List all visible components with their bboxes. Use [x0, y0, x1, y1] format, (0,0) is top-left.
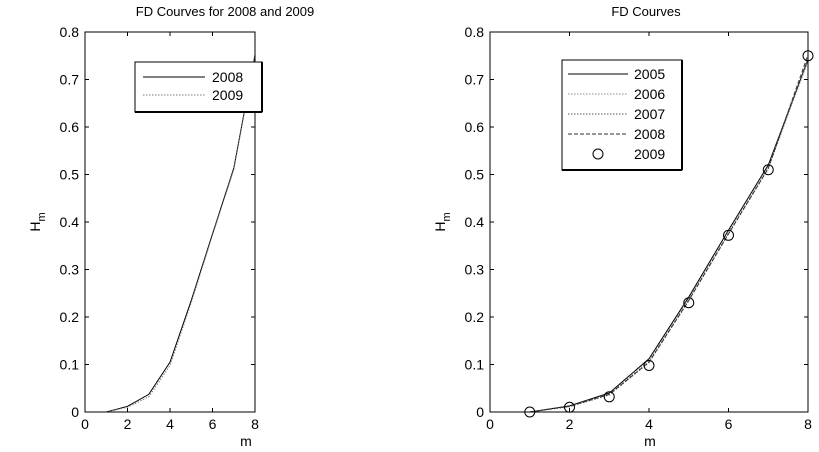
chart-left-xtick-label: 6	[209, 416, 217, 432]
chart-right-ytick-label: 0.1	[465, 357, 485, 373]
chart-right-ylabel-group: Hm	[432, 212, 453, 231]
chart-left-ytick-label: 0.1	[60, 357, 80, 373]
chart-right-legend-box	[561, 59, 683, 171]
chart-left-ylabel-subscript: m	[36, 212, 48, 221]
chart-left-ylabel-group: Hm	[27, 212, 48, 231]
series-line-2008	[529, 54, 809, 413]
series-line-2006	[529, 61, 809, 413]
chart-left-ylabel: H	[27, 222, 43, 232]
chart-right-xtick-label: 4	[645, 416, 653, 432]
chart-right-ytick-label: 0.3	[465, 262, 485, 278]
chart-left-ytick-label: 0.4	[60, 214, 80, 230]
chart-left-ytick-label: 0.5	[60, 167, 80, 183]
data-point-2009	[643, 359, 655, 371]
legend-label-2007: 2007	[634, 106, 665, 122]
legend-label-2006: 2006	[634, 86, 665, 102]
chart-right-ytick-label: 0.2	[465, 309, 485, 325]
chart-right-ytick-label: 0.6	[465, 119, 485, 135]
chart-left-ytick-label: 0.6	[60, 119, 80, 135]
chart-left-ytick-label: 0	[71, 404, 79, 420]
chart-left-legend-box	[134, 61, 263, 113]
chart-left-xtick-label: 0	[81, 416, 89, 432]
chart-right: FD Courves m Hm 0 2 4 6 8 0 0.1 0.2 0.3 0.4 0.5 0.6…	[432, 4, 814, 449]
chart-right-xtick-label: 0	[486, 416, 494, 432]
legend-label-2008: 2008	[212, 69, 243, 85]
chart-left-ytick-label: 0.2	[60, 309, 80, 325]
chart-right-xtick-label: 6	[725, 416, 733, 432]
chart-left-xlabel: m	[240, 433, 252, 449]
chart-right-title: FD Courves	[611, 4, 681, 19]
chart-right-ytick-label: 0.5	[465, 167, 485, 183]
chart-right-axes-box	[489, 31, 809, 413]
chart-right-legend: 2005 2006 2007 2008 2009	[561, 59, 683, 171]
series-line-2005	[529, 59, 809, 413]
chart-right-ytick-label: 0.8	[465, 24, 485, 40]
chart-right-ytick-label: 0.7	[465, 72, 485, 88]
chart-left-xtick-label: 2	[124, 416, 132, 432]
data-point-2009	[603, 391, 615, 403]
legend-label-2009: 2009	[212, 87, 243, 103]
chart-left-title: FD Courves for 2008 and 2009	[136, 4, 315, 19]
chart-right-ytick-label: 0	[476, 404, 484, 420]
data-point-2009	[723, 229, 734, 241]
chart-right-xtick-label: 2	[566, 416, 574, 432]
chart-right-ylabel-subscript: m	[441, 212, 453, 221]
chart-left-xtick-label: 8	[251, 416, 259, 432]
chart-right-xtick-label: 8	[804, 416, 812, 432]
data-point-2009	[762, 164, 774, 176]
legend-marker-2009	[592, 148, 604, 160]
chart-left-ytick-label: 0.3	[60, 262, 80, 278]
chart-right-ytick-label: 0.4	[465, 214, 485, 230]
chart-left: FD Courves for 2008 and 2009 m Hm 0 2 4 6 80…	[27, 4, 314, 449]
legend-label-2009: 2009	[634, 146, 665, 162]
chart-left-ticks: 0 2 4 6 8 0 0.1 0.2 0.3 0.4 0.5 0.6 0.7 0.8	[60, 24, 260, 432]
svg-text:Hm: Hm	[432, 212, 453, 231]
chart-right-ylabel: H	[432, 222, 448, 232]
chart-left-legend: 2008 2009	[134, 61, 263, 113]
svg-text:Hm: Hm	[27, 212, 48, 231]
legend-label-2008: 2008	[634, 126, 665, 142]
legend-label-2005: 2005	[634, 66, 665, 82]
chart-left-axes-box	[84, 31, 256, 413]
chart-left-ytick-label: 0.8	[60, 24, 80, 40]
chart-right-ticks: 0 2 4 6 8 0 0.1 0.2 0.3 0.4 0.5 0.6 0.7 0.8	[465, 24, 813, 432]
chart-left-series	[106, 54, 256, 413]
chart-right-xlabel: m	[644, 433, 656, 449]
chart-left-xtick-label: 4	[166, 416, 174, 432]
chart-left-ytick-label: 0.7	[60, 72, 80, 88]
data-point-2009	[683, 297, 695, 309]
